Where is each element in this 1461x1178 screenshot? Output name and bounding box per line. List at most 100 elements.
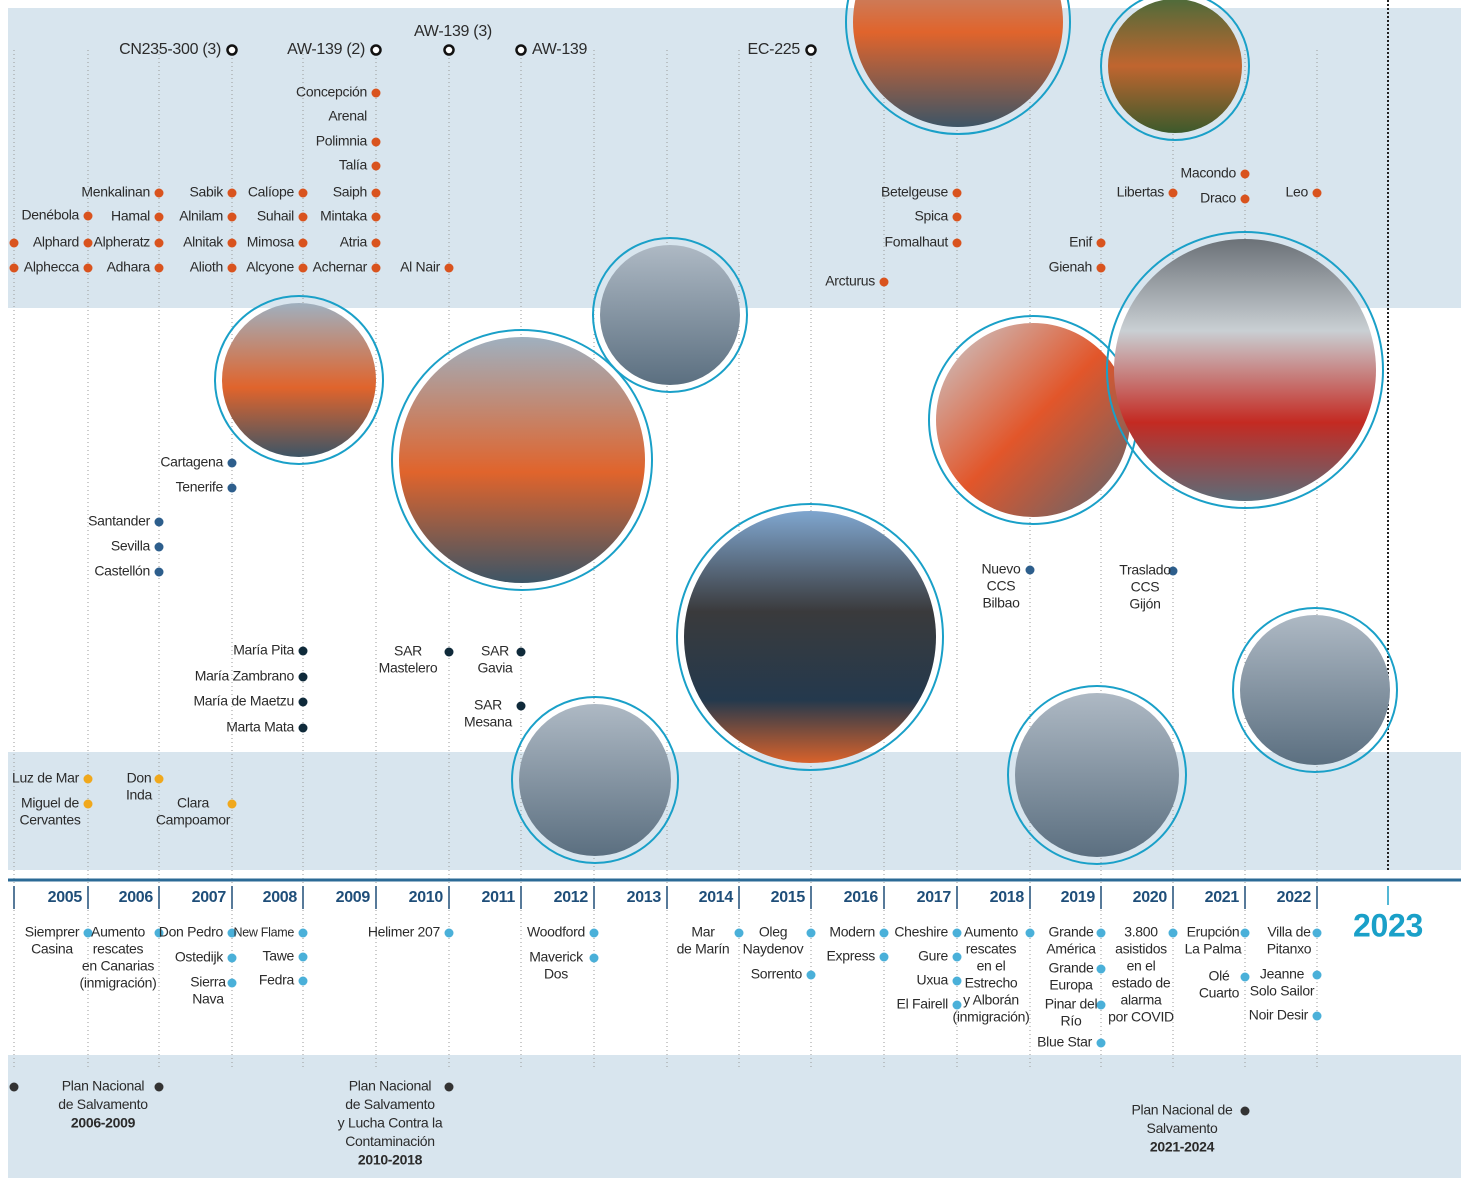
dot <box>807 971 816 980</box>
label: rescates <box>93 941 144 957</box>
dot <box>880 278 889 287</box>
label: CCS <box>1131 579 1160 595</box>
label: Enif <box>1069 234 1092 250</box>
label: Cheshire <box>894 924 948 940</box>
dot <box>228 979 237 988</box>
dot <box>155 189 164 198</box>
label: Draco <box>1200 190 1236 206</box>
label: Calíope <box>248 184 295 200</box>
year-label: 2010 <box>409 889 444 906</box>
label: Grande <box>1049 960 1094 976</box>
dot <box>299 977 308 986</box>
dot <box>445 1083 454 1092</box>
label: Adhara <box>107 259 151 275</box>
dot <box>735 929 744 938</box>
dot <box>590 954 599 963</box>
dot <box>84 239 93 248</box>
label: Helimer 207 <box>368 924 441 940</box>
photo <box>600 245 740 385</box>
label: Alnilam <box>179 208 223 224</box>
aircraft-marker <box>372 46 381 55</box>
label: Alphard <box>33 234 79 250</box>
dot <box>155 239 164 248</box>
label: Dos <box>544 966 568 982</box>
year-label: 2007 <box>192 889 227 906</box>
plan-label: Plan Nacional <box>349 1078 432 1094</box>
label: Macondo <box>1181 165 1237 181</box>
label: Oleg <box>759 924 787 940</box>
dot <box>1169 929 1178 938</box>
label: Uxua <box>917 972 949 988</box>
plan-period: 2010-2018 <box>358 1152 423 1168</box>
label: Miguel de <box>21 795 80 811</box>
timeline-infographic: CN235-300 (3)AW-139 (2)AW-139 (3)AW-139E… <box>0 0 1461 1178</box>
dot <box>228 459 237 468</box>
dot <box>228 213 237 222</box>
dot <box>372 189 381 198</box>
aircraft-marker <box>445 46 454 55</box>
dot <box>299 953 308 962</box>
aircraft-marker <box>517 46 526 55</box>
label: Fomalhaut <box>885 234 949 250</box>
dot <box>228 264 237 273</box>
dot <box>228 800 237 809</box>
dot <box>1026 929 1035 938</box>
label: Alioth <box>190 259 223 275</box>
dot <box>155 264 164 273</box>
aircraft-label: AW-139 (2) <box>287 41 365 58</box>
photo <box>222 303 376 457</box>
dot <box>155 518 164 527</box>
label: Gienah <box>1049 259 1092 275</box>
label: Marta Mata <box>226 719 294 735</box>
dot <box>372 264 381 273</box>
year-label: 2009 <box>336 889 371 906</box>
year-label: 2022 <box>1277 889 1312 906</box>
label: América <box>1046 941 1096 957</box>
dot <box>590 929 599 938</box>
label: Estrecho <box>965 975 1018 991</box>
label: Castellón <box>94 563 150 579</box>
label: Cuarto <box>1199 985 1240 1001</box>
label: Mimosa <box>247 234 295 250</box>
aircraft-label: AW-139 (3) <box>414 23 492 40</box>
dot <box>953 189 962 198</box>
label: Casina <box>31 941 73 957</box>
label: Jeanne <box>1260 966 1305 982</box>
label: Luz de Mar <box>12 770 80 786</box>
label: CCS <box>987 578 1016 594</box>
dot <box>299 698 308 707</box>
label: Blue Star <box>1037 1034 1093 1050</box>
dot <box>1097 1001 1106 1010</box>
dot <box>1097 965 1106 974</box>
label: New Flame <box>233 925 294 939</box>
label: Aumento <box>91 924 145 940</box>
label: Sevilla <box>111 538 151 554</box>
dot <box>1097 239 1106 248</box>
year-label: 2011 <box>481 889 515 906</box>
label: Villa de <box>1267 924 1311 940</box>
label: Atria <box>340 234 368 250</box>
label: Betelgeuse <box>881 184 949 200</box>
label: Cartagena <box>160 454 223 470</box>
label: María de Maetzu <box>193 693 294 709</box>
label: SAR <box>481 643 509 659</box>
dot <box>1097 264 1106 273</box>
label: SAR <box>474 697 502 713</box>
dot <box>299 264 308 273</box>
label: Alnitak <box>183 234 224 250</box>
plan-label: y Lucha Contra la <box>338 1115 443 1131</box>
label: Solo Sailor <box>1250 983 1315 999</box>
photo <box>1114 239 1376 501</box>
dot <box>84 775 93 784</box>
dot <box>299 213 308 222</box>
label: Naydenov <box>743 941 804 957</box>
dot <box>155 213 164 222</box>
label: Sabik <box>189 184 224 200</box>
aircraft-marker <box>228 46 237 55</box>
plan-label: Salvamento <box>1147 1120 1218 1136</box>
dot <box>1097 1039 1106 1048</box>
label: en Canarias <box>82 958 154 974</box>
label: de Marín <box>677 941 730 957</box>
label: Nava <box>192 991 224 1007</box>
label: Concepción <box>296 84 367 100</box>
